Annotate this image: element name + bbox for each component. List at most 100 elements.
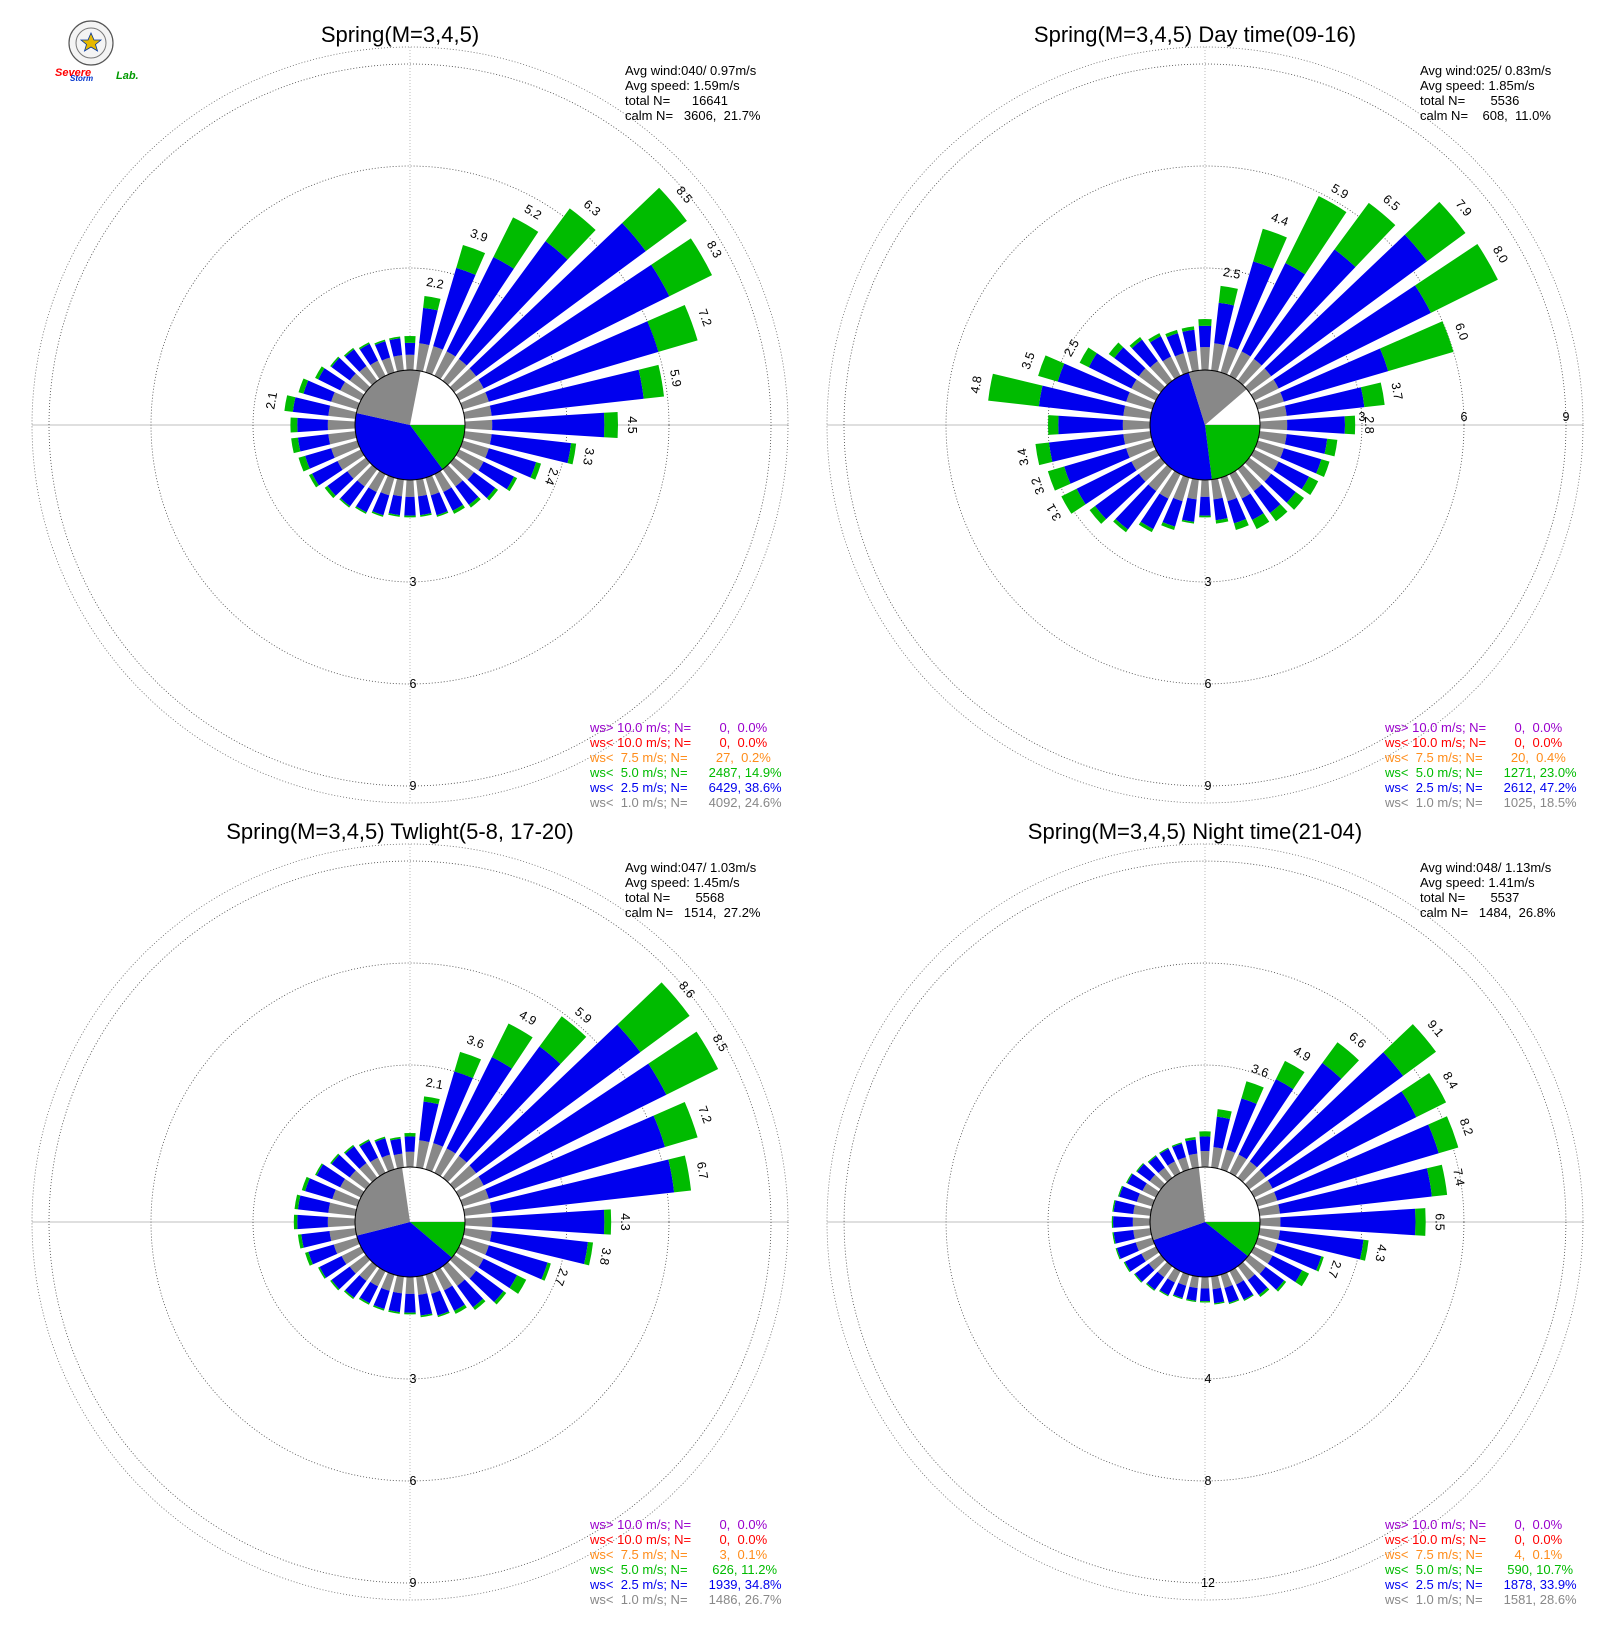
bar-value-label: 2.7 — [552, 1266, 571, 1287]
bar-segment-gray — [1220, 1272, 1233, 1288]
bar-segment-gray — [349, 1170, 371, 1190]
bar-segment-green — [1061, 488, 1086, 514]
bar-segment-gray — [349, 1254, 371, 1274]
bar-segment-gray — [1220, 475, 1237, 502]
bar-segment-gray — [1250, 1246, 1273, 1264]
bar-segment-green — [339, 498, 351, 508]
bar-segment-blue — [418, 494, 432, 516]
bar-value-label: 8.2 — [1457, 1116, 1476, 1137]
legend-value: 0, 0.0% — [1500, 720, 1563, 735]
bar-segment-gray — [1188, 1153, 1199, 1169]
bar-segment-gray — [1178, 1272, 1190, 1286]
bar-segment-blue — [1274, 1124, 1439, 1201]
bar-segment-green — [1089, 506, 1107, 524]
bar-segment-green — [1218, 285, 1238, 306]
legend-value: 590, 10.7% — [1500, 1562, 1573, 1577]
bar-segment-blue — [489, 434, 572, 464]
ring-label-bottom: 3 — [410, 575, 417, 589]
bar-segment-blue — [312, 461, 343, 486]
bar-segment-gray — [1244, 457, 1272, 482]
bar-segment-blue — [1241, 263, 1306, 357]
legend-label: ws< 10.0 m/s; N= — [1384, 735, 1486, 750]
bar-segment-blue — [297, 1214, 328, 1230]
bar-segment-green — [1171, 1142, 1182, 1148]
bar-segment-blue — [1146, 1271, 1165, 1290]
bar-segment-blue — [1172, 1143, 1186, 1161]
bar-segment-green — [1038, 355, 1065, 382]
bar-segment-blue — [331, 357, 356, 381]
bar-segment-green — [1269, 504, 1288, 522]
bar-segment-green — [472, 1298, 486, 1311]
bar-segment-blue — [430, 492, 448, 516]
bar-segment-blue — [446, 1057, 512, 1154]
bar-segment-gray — [1159, 470, 1181, 499]
bar-segment-blue — [1199, 496, 1211, 516]
bar-segment-green — [298, 378, 309, 394]
bar-segment-green — [1415, 244, 1498, 313]
bar-segment-blue — [478, 1063, 667, 1186]
ring-label-bottom: 3 — [1205, 575, 1212, 589]
bar-segment-blue — [1253, 484, 1281, 514]
bar-value-label: 7.9 — [1453, 197, 1475, 219]
bar-segment-blue — [1113, 1230, 1135, 1244]
bar-value-label: 8.0 — [1490, 243, 1511, 265]
bar-segment-green — [545, 208, 596, 260]
bar-segment-gray — [1244, 1254, 1266, 1274]
bar-segment-blue — [345, 1275, 367, 1298]
bar-segment-green — [355, 506, 367, 514]
bar-segment-blue — [1280, 448, 1322, 474]
calm-pie-slice-gray — [355, 1167, 410, 1236]
legend-value: 27, 0.2% — [705, 750, 771, 765]
legend-label: ws< 10.0 m/s; N= — [1384, 1532, 1486, 1547]
bar-segment-green — [318, 1266, 326, 1279]
bar-segment-green — [298, 455, 310, 472]
bar-segment-gray — [1138, 457, 1166, 482]
bar-segment-green — [324, 485, 336, 499]
legend-value: 626, 11.2% — [705, 1562, 777, 1577]
bar-segment-blue — [327, 471, 354, 496]
bar-segment-green — [420, 1313, 433, 1318]
bar-segment-blue — [1198, 325, 1212, 348]
bar-segment-green — [1360, 1239, 1369, 1261]
bar-segment-green — [404, 515, 416, 518]
bar-segment-green — [1199, 1131, 1211, 1137]
bar-segment-blue — [1115, 484, 1157, 530]
outer-ring — [31, 843, 789, 1601]
ring-9 — [843, 63, 1567, 787]
ring-label-right: 9 — [1563, 410, 1570, 424]
stat-avg-speed: Avg speed: 1.85m/s — [1420, 78, 1535, 93]
bar-segment-blue — [308, 1244, 338, 1265]
bar-segment-green — [1252, 513, 1270, 530]
ring-9 — [48, 63, 772, 787]
ring-label-bottom: 6 — [410, 1474, 417, 1488]
bar-segment-blue — [485, 321, 659, 402]
legend-label: ws< 2.5 m/s; N= — [589, 1577, 688, 1592]
bar-segment-gray — [416, 1140, 430, 1169]
bar-segment-gray — [463, 1202, 492, 1216]
calm-pie-slice-blue — [356, 1222, 452, 1277]
bar-segment-gray — [381, 357, 395, 375]
calm-circle — [354, 369, 466, 481]
bar-segment-green — [1404, 201, 1466, 262]
bar-segment-green — [404, 336, 416, 343]
stat-avg-wind: Avg wind:025/ 0.83m/s — [1420, 63, 1552, 78]
bar-segment-gray — [405, 1151, 415, 1168]
windrose-panel-1: 3366992.23.95.26.38.58.37.25.94.53.32.42… — [31, 22, 789, 810]
bar-segment-green — [604, 1209, 612, 1235]
bar-segment-green — [436, 511, 449, 517]
bar-segment-green — [1159, 1290, 1169, 1297]
bar-segment-green — [1123, 1261, 1131, 1273]
bar-segment-blue — [419, 1101, 439, 1143]
bar-segment-green — [1181, 326, 1195, 332]
bar-segment-blue — [1182, 329, 1197, 353]
bar-segment-green — [622, 187, 687, 252]
calm-circle — [1149, 369, 1261, 481]
bar-segment-gray — [455, 449, 484, 471]
bar-segment-gray — [359, 1162, 378, 1183]
stat-avg-speed: Avg speed: 1.45m/s — [625, 875, 740, 890]
legend-value: 6429, 38.6% — [705, 780, 782, 795]
bar-segment-gray — [368, 470, 386, 493]
bar-value-label: 8.3 — [704, 238, 725, 260]
bar-segment-blue — [297, 434, 331, 452]
bar-segment-gray — [463, 431, 492, 445]
